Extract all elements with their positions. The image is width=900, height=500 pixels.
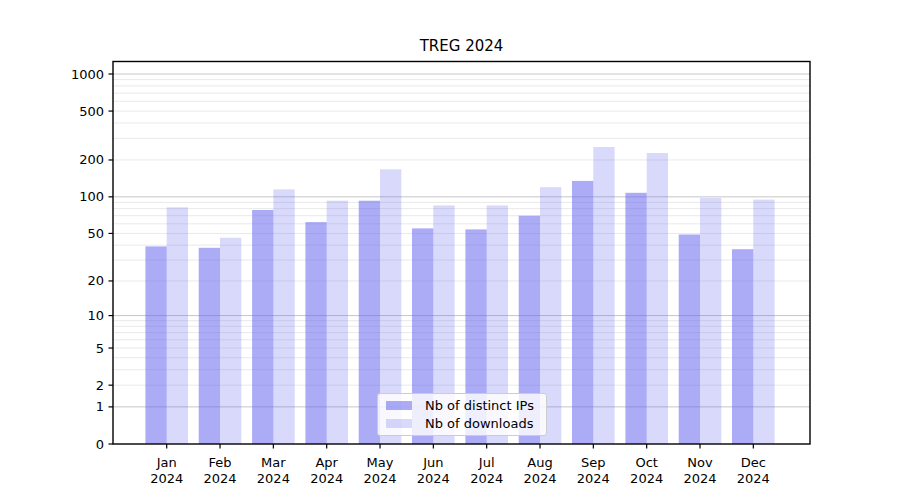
x-tick-label-month: Nov	[687, 455, 713, 470]
bar-downloads-jan	[167, 207, 188, 444]
x-tick-label-month: May	[367, 455, 394, 470]
x-tick-label-year: 2024	[683, 471, 716, 486]
bar-distinct-ips-nov	[679, 235, 700, 445]
x-tick-label-year: 2024	[150, 471, 183, 486]
bar-downloads-apr	[327, 201, 348, 444]
bar-downloads-nov	[700, 198, 721, 444]
legend-item-downloads: Nb of downloads	[378, 415, 546, 432]
legend-label-downloads: Nb of downloads	[425, 416, 533, 431]
bar-downloads-oct	[647, 153, 668, 444]
x-tick-label-year: 2024	[577, 471, 610, 486]
legend: Nb of distinct IPs Nb of downloads	[377, 393, 547, 436]
bar-downloads-sep	[593, 147, 614, 444]
y-tick-label: 20	[87, 273, 104, 288]
x-tick-label-month: Dec	[741, 455, 766, 470]
y-tick-label: 5	[96, 341, 104, 356]
y-tick-label: 100	[79, 189, 104, 204]
bar-distinct-ips-mar	[252, 210, 273, 444]
bar-downloads-feb	[220, 238, 241, 444]
x-tick-label-year: 2024	[417, 471, 450, 486]
y-tick-label: 1000	[71, 67, 104, 82]
x-tick-label-month: Aug	[527, 455, 552, 470]
bar-distinct-ips-oct	[625, 193, 646, 444]
bar-distinct-ips-sep	[572, 181, 593, 444]
y-tick-label: 0	[96, 437, 104, 452]
x-tick-label-month: Apr	[315, 455, 338, 470]
x-tick-label-year: 2024	[203, 471, 236, 486]
legend-label-distinct-ips: Nb of distinct IPs	[425, 398, 534, 413]
bar-distinct-ips-jan	[145, 246, 166, 444]
legend-item-distinct-ips: Nb of distinct IPs	[378, 397, 546, 414]
x-tick-label-month: Feb	[209, 455, 232, 470]
bar-distinct-ips-dec	[732, 249, 753, 444]
bar-downloads-dec	[753, 200, 774, 444]
x-tick-label-month: Mar	[261, 455, 286, 470]
x-tick-label-month: Sep	[581, 455, 606, 470]
y-tick-label: 50	[87, 226, 104, 241]
x-tick-label-year: 2024	[630, 471, 663, 486]
x-tick-label-month: Jul	[478, 455, 495, 470]
x-tick-label-year: 2024	[470, 471, 503, 486]
x-tick-label-month: Jun	[422, 455, 443, 470]
x-tick-label-year: 2024	[737, 471, 770, 486]
bar-distinct-ips-feb	[199, 248, 220, 444]
x-tick-label-month: Oct	[635, 455, 657, 470]
y-tick-label: 500	[79, 104, 104, 119]
y-tick-label: 2	[96, 378, 104, 393]
y-tick-label: 10	[87, 308, 104, 323]
legend-swatch-downloads	[386, 419, 412, 428]
bar-downloads-mar	[273, 189, 294, 444]
x-tick-label-month: Jan	[156, 455, 177, 470]
x-tick-label-year: 2024	[310, 471, 343, 486]
x-tick-label-year: 2024	[257, 471, 290, 486]
bar-distinct-ips-apr	[305, 222, 326, 444]
legend-swatch-distinct-ips	[386, 401, 412, 410]
figure: TREG 2024 01251020501002005001000Jan2024…	[0, 0, 900, 500]
x-tick-label-year: 2024	[363, 471, 396, 486]
x-tick-label-year: 2024	[523, 471, 556, 486]
y-tick-label: 200	[79, 152, 104, 167]
y-tick-label: 1	[96, 399, 104, 414]
